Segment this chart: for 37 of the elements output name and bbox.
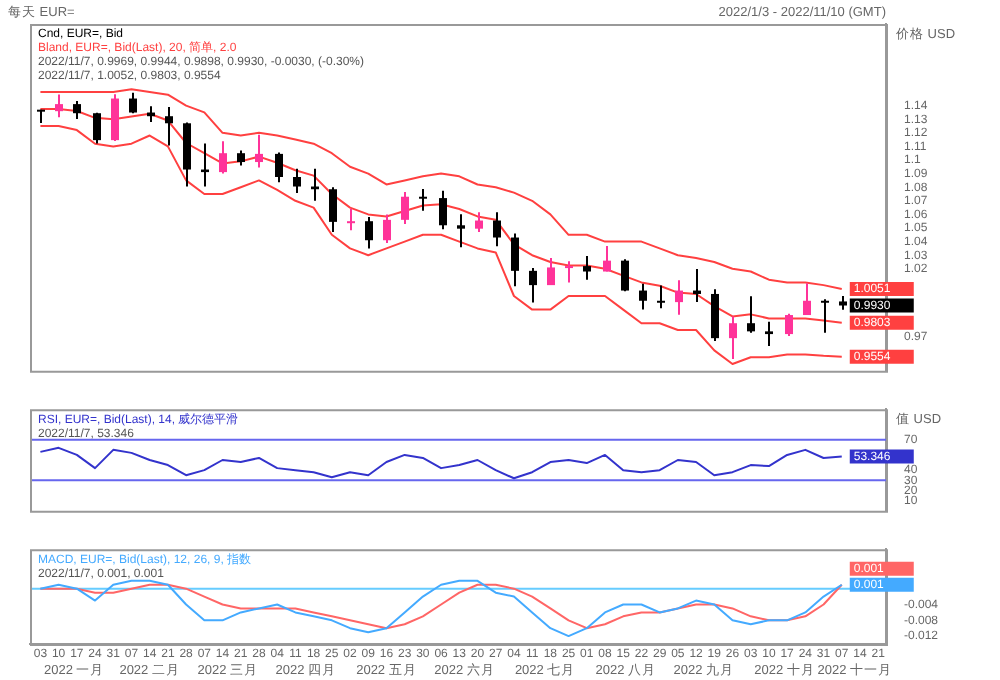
candlestick bbox=[493, 211, 501, 248]
candlestick bbox=[475, 211, 483, 234]
candlestick bbox=[603, 244, 611, 273]
candlestick bbox=[583, 254, 591, 281]
candlestick bbox=[511, 232, 519, 288]
candlestick bbox=[293, 167, 301, 195]
candlestick bbox=[675, 279, 683, 316]
candlestick bbox=[73, 99, 81, 121]
candlestick bbox=[565, 260, 573, 284]
candlestick bbox=[219, 140, 227, 175]
candlestick bbox=[111, 93, 119, 142]
candlestick bbox=[639, 282, 647, 311]
candlestick bbox=[765, 320, 773, 348]
candlestick bbox=[183, 121, 191, 188]
candlestick bbox=[729, 315, 737, 361]
candlestick bbox=[275, 151, 283, 184]
candlestick bbox=[785, 312, 793, 338]
candlestick bbox=[329, 186, 337, 233]
candlestick bbox=[547, 256, 555, 287]
candlestick bbox=[419, 187, 427, 212]
candlestick bbox=[529, 267, 537, 304]
candlestick bbox=[711, 288, 719, 342]
candlestick bbox=[93, 111, 101, 145]
candlestick bbox=[55, 93, 63, 119]
candlestick bbox=[821, 298, 829, 334]
candlestick bbox=[747, 295, 755, 334]
candlestick bbox=[365, 216, 373, 250]
candlestick bbox=[657, 284, 665, 310]
candlestick bbox=[347, 207, 355, 232]
candlestick bbox=[383, 213, 391, 244]
candlestick bbox=[255, 133, 263, 169]
candlestick bbox=[439, 189, 447, 231]
candlestick bbox=[803, 282, 811, 317]
candlestick bbox=[457, 213, 465, 249]
candlestick bbox=[621, 258, 629, 293]
candlestick bbox=[401, 190, 409, 225]
candlestick bbox=[165, 105, 173, 147]
